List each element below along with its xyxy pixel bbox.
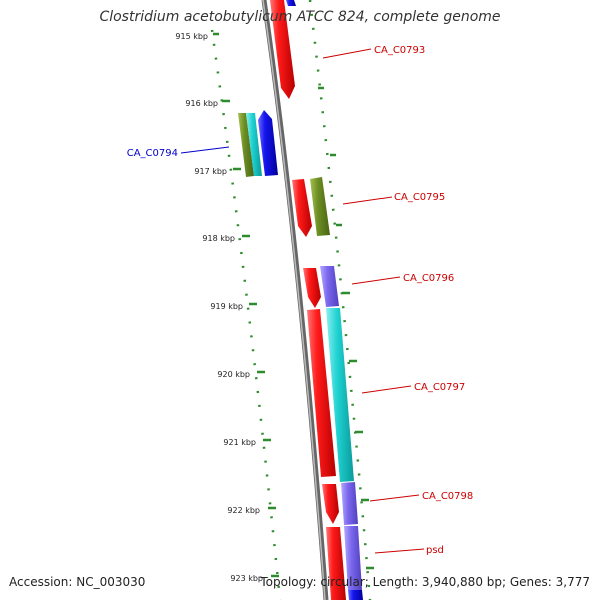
gene-ca-c0796-red[interactable]	[303, 268, 321, 308]
tick-label: 922 kbp	[227, 506, 260, 515]
leader-line	[369, 494, 420, 502]
tick-label: 920 kbp	[217, 370, 250, 379]
outer-tick-ring	[308, 0, 372, 600]
gene-label: CA_C0796	[403, 273, 454, 284]
gene-psd-blue[interactable]	[348, 590, 363, 600]
leader-lines	[180, 48, 425, 554]
gene-labels: CA_C0793 CA_C0794 CA_C0795 CA_C0796 CA_C…	[127, 45, 474, 556]
gene-psd-red[interactable]	[326, 527, 346, 600]
leader-line	[342, 196, 393, 205]
gene-label: CA_C0797	[414, 382, 465, 393]
tick-label: 919 kbp	[210, 302, 243, 311]
leader-line	[180, 146, 230, 154]
leader-line	[361, 385, 412, 394]
tick-marks	[213, 32, 279, 578]
tick-labels: 915 kbp 916 kbp 917 kbp 918 kbp 919 kbp …	[175, 32, 263, 583]
gene-ca-c0794-olive[interactable]	[238, 113, 254, 177]
gene-ca-c0797-red[interactable]	[307, 309, 336, 477]
gene-label: CA_C0794	[127, 148, 178, 159]
leader-line	[374, 548, 425, 554]
tick-label: 921 kbp	[223, 438, 256, 447]
genome-backbone-highlight	[262, 0, 326, 600]
gene-label: CA_C0798	[422, 491, 473, 502]
gene-ca-c0794[interactable]	[258, 110, 278, 176]
gene-label: CA_C0795	[394, 192, 445, 203]
gene-ca-c0793[interactable]	[270, 0, 295, 99]
accession-text: Accession: NC_003030	[9, 575, 146, 589]
leader-line	[351, 276, 401, 285]
inner-tick-ring	[210, 29, 282, 600]
gene-ca-c0796[interactable]	[320, 266, 339, 307]
tick-label: 923 kbp	[230, 574, 263, 583]
gene-ca-c0798[interactable]	[341, 482, 358, 525]
gene-label: CA_C0793	[374, 45, 425, 56]
tick-label: 915 kbp	[175, 32, 208, 41]
gene-psd[interactable]	[344, 526, 362, 591]
gene-ca-c0798-red[interactable]	[322, 484, 339, 524]
genome-backbone	[261, 0, 329, 600]
gene-ca-c0794-cyan[interactable]	[246, 113, 262, 176]
tick-label: 917 kbp	[194, 167, 227, 176]
gene-ca-c0795[interactable]	[310, 177, 330, 236]
tick-label: 916 kbp	[185, 99, 218, 108]
tick-label: 918 kbp	[202, 234, 235, 243]
genome-title: Clostridium acetobutylicum ATCC 824, com…	[99, 9, 501, 25]
outer-tick-marks	[318, 86, 374, 570]
gene-label: psd	[426, 545, 444, 556]
gene-ca-c0797[interactable]	[326, 308, 354, 482]
topology-text: Topology: circular; Length: 3,940,880 bp…	[260, 575, 590, 589]
leader-line	[322, 48, 372, 59]
gene-top-blue[interactable]	[286, 0, 296, 6]
gene-ca-c0795-red[interactable]	[292, 179, 312, 237]
